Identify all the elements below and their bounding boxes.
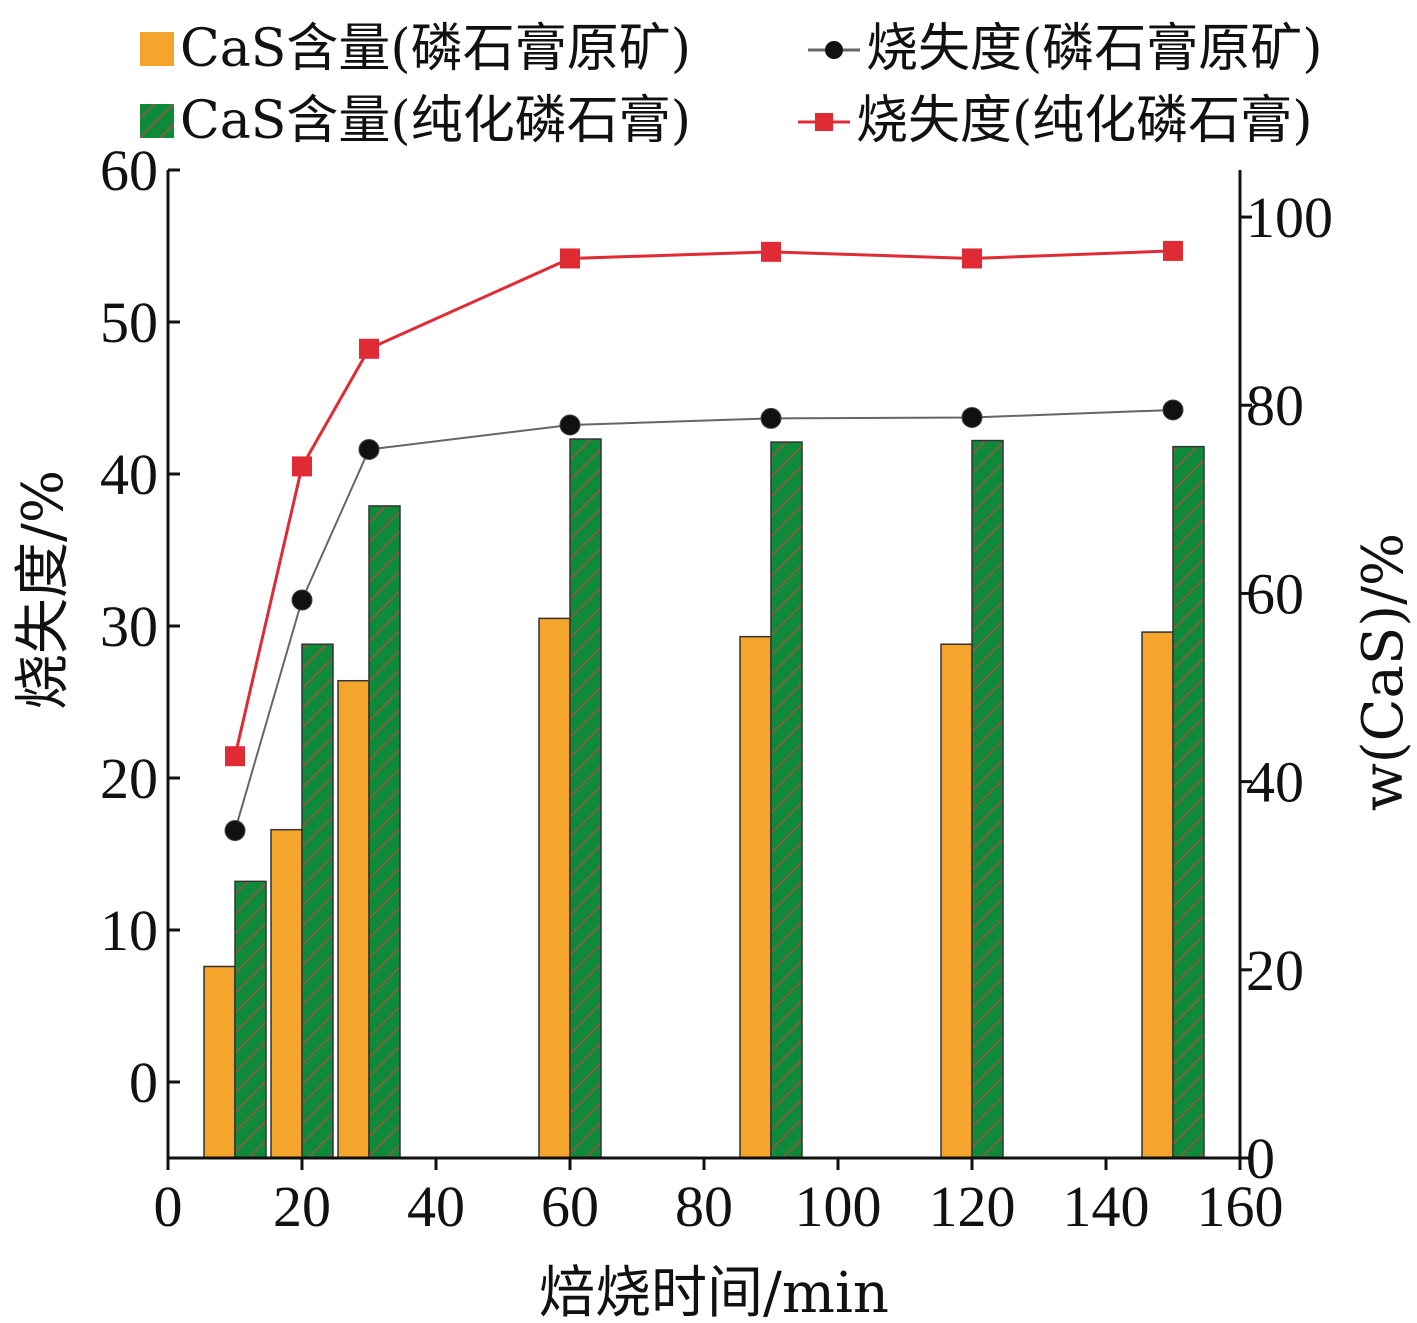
legend-3-label: 烧失度(纯化磷石膏): [856, 91, 1313, 151]
legend-1-marker: [825, 41, 843, 59]
line-layer: [224, 240, 1184, 842]
bar-raw-120: [940, 643, 973, 1159]
marker-raw-20: [291, 589, 313, 611]
x-tick-label-40: 40: [407, 1174, 465, 1239]
bar-raw-10: [203, 965, 236, 1159]
bar-raw-90: [739, 635, 772, 1159]
legend-0-swatch: [140, 32, 174, 66]
marker-purified-60: [560, 248, 580, 269]
marker-purified-20: [292, 456, 312, 477]
marker-raw-60: [559, 414, 581, 436]
x-tick-label-80: 80: [675, 1174, 733, 1239]
legend-2-label: CaS含量(纯化磷石膏): [180, 91, 691, 151]
y-right-tick-label-40: 40: [1246, 750, 1304, 815]
y-left-axis-title: 烧失度/%: [11, 470, 76, 710]
marker-purified-30: [359, 338, 379, 359]
bar-raw-150: [1141, 631, 1174, 1159]
y-left-tick-label-30: 30: [100, 594, 158, 659]
bar-raw-20: [270, 828, 303, 1159]
y-left-tick-label-60: 60: [100, 138, 158, 203]
marker-purified-90: [761, 241, 781, 262]
legend-3-marker: [815, 113, 833, 131]
axes: 0 20 40 60 80 100 120 140 1600102030405060020406…: [11, 138, 1416, 1323]
marker-purified-120: [962, 248, 982, 269]
legend-0-label: CaS含量(磷石膏原矿): [180, 19, 691, 79]
bar-purified-90: [770, 441, 803, 1159]
x-tick-label-60: 60: [541, 1174, 599, 1239]
legend: CaS含量(磷石膏原矿) 烧失度(磷石膏原矿) CaS含量(纯化磷石膏) 烧失度(纯化…: [140, 19, 1323, 151]
bar-purified-10: [234, 880, 267, 1159]
bar-purified-150: [1172, 445, 1205, 1159]
y-right-tick-label-0: 0: [1246, 1126, 1275, 1191]
bar-raw-30: [337, 679, 370, 1159]
y-left-tick-label-0: 0: [129, 1050, 158, 1115]
bar-purified-20: [301, 643, 334, 1159]
bar-purified-120: [971, 439, 1004, 1159]
bar-purified-60: [569, 438, 602, 1159]
bar-purified-30: [368, 505, 401, 1159]
y-left-tick-label-10: 10: [100, 898, 158, 963]
x-tick-label-160: 160: [1197, 1174, 1284, 1239]
y-left-tick-label-40: 40: [100, 442, 158, 507]
y-right-tick-label-100: 100: [1246, 185, 1333, 250]
x-tick-label-120: 120: [929, 1174, 1016, 1239]
y-left-tick-label-50: 50: [100, 290, 158, 355]
legend-1-label: 烧失度(磷石膏原矿): [866, 19, 1323, 79]
y-left-tick-label-20: 20: [100, 746, 158, 811]
marker-raw-10: [224, 820, 246, 842]
y-right-tick-label-60: 60: [1246, 561, 1304, 626]
marker-raw-120: [961, 406, 983, 428]
x-tick-label-100: 100: [795, 1174, 882, 1239]
x-tick-label-140: 140: [1063, 1174, 1150, 1239]
y-right-axis-title: w(CaS)/%: [1351, 533, 1416, 811]
marker-purified-150: [1163, 240, 1183, 261]
legend-2-swatch: [140, 104, 174, 138]
x-axis-title: 焙烧时间/min: [539, 1261, 889, 1323]
marker-purified-10: [225, 746, 245, 767]
x-tick-label-20: 20: [273, 1174, 331, 1239]
marker-raw-150: [1162, 399, 1184, 421]
marker-raw-90: [760, 407, 782, 429]
y-right-tick-label-80: 80: [1246, 373, 1304, 438]
marker-raw-30: [358, 438, 380, 460]
bar-layer: [203, 438, 1205, 1159]
bar-raw-60: [538, 617, 571, 1159]
x-tick-label-0: 0: [154, 1174, 183, 1239]
y-right-tick-label-20: 20: [1246, 938, 1304, 1003]
